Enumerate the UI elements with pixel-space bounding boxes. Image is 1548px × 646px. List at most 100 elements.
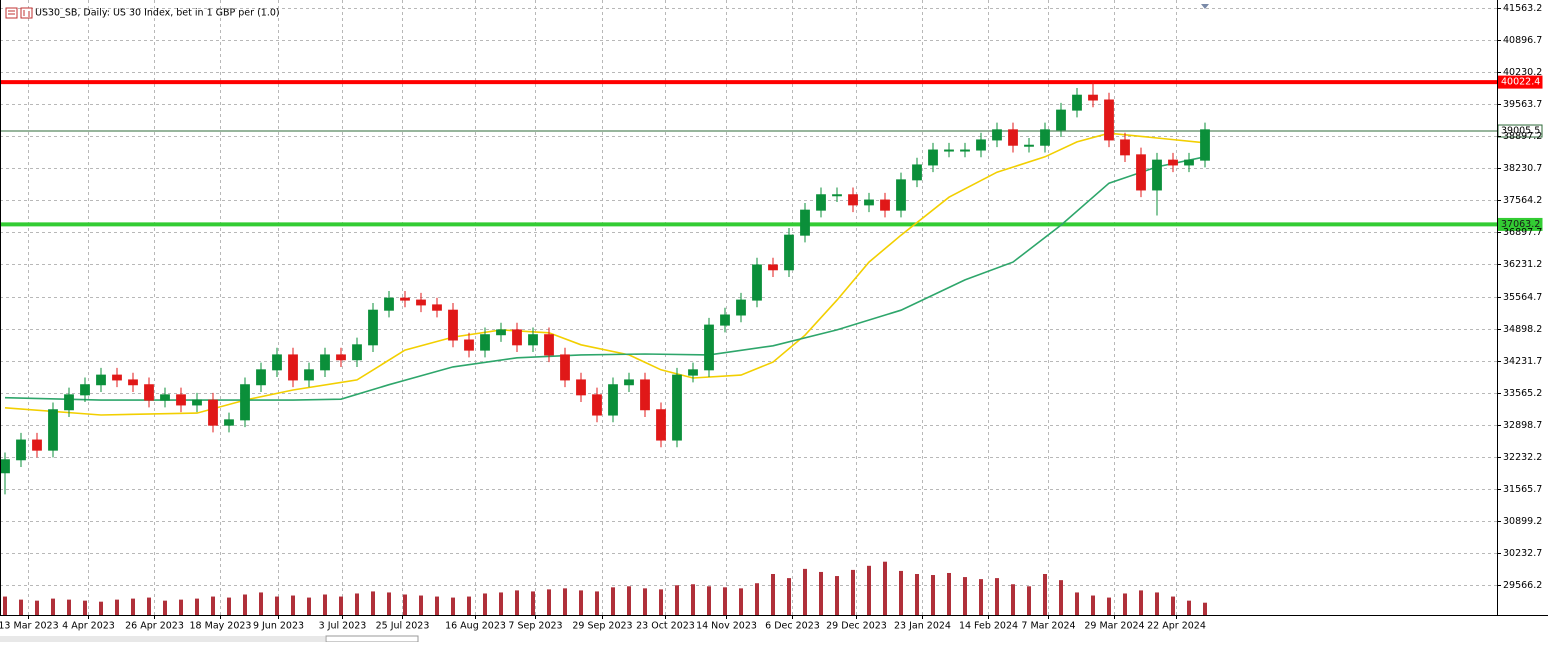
candle-body [768,264,778,271]
volume-bar [323,594,327,615]
volume-bar [547,589,551,615]
y-tick-label: 31565.7 [1503,484,1542,495]
candle-body [144,384,154,401]
candle-body [896,179,906,211]
volume-bar [1059,580,1063,615]
candle-body [16,439,26,461]
y-tick-label: 34898.2 [1503,324,1542,335]
volume-bar [51,598,55,615]
volume-bar [371,591,375,615]
volume-bar [979,579,983,615]
candle-body [96,374,106,386]
y-tick-label: 36231.2 [1503,259,1542,270]
candle-body [592,394,602,416]
volume-bar [1011,584,1015,615]
candle-body [720,314,730,326]
y-tick-label: 34231.7 [1503,356,1542,367]
candle-body [288,354,298,381]
x-tick-label: 7 Mar 2024 [1021,621,1075,632]
candle-body [608,384,618,416]
candle-body [208,399,218,426]
y-tick-label: 37564.2 [1503,195,1542,206]
tab[interactable] [0,636,325,642]
candle-body [80,384,90,396]
candle-body [928,149,938,166]
volume-bar [83,600,87,615]
candle-body [1184,159,1194,166]
volume-bar [483,593,487,615]
candle-body [336,354,346,361]
candles [0,81,1210,495]
volume-bar [1203,602,1207,615]
volume-bar [1075,592,1079,615]
volume-bar [595,591,599,615]
y-tick-label: 38897.2 [1503,131,1542,142]
tab[interactable] [325,635,419,643]
volume-bar [643,588,647,615]
candle-body [48,409,58,451]
candle-body [256,369,266,386]
candle-body [1008,129,1018,146]
candle-body [368,309,378,346]
volume-bar [1027,586,1031,615]
volume-bar [931,575,935,615]
volume-bar [99,601,103,615]
x-tick-label: 7 Sep 2023 [508,621,562,632]
candle-body [800,209,810,236]
volume-bar [1139,590,1143,615]
candle-body [464,339,474,351]
title-bar: US30_SB, Daily: US 30 Index, bet in 1 GB… [5,7,280,19]
candle-body [864,199,874,206]
x-tick-label: 29 Sep 2023 [572,621,632,632]
chart-title: US30_SB, Daily: US 30 Index, bet in 1 GB… [35,8,280,19]
candle-body [1200,129,1210,161]
volume-bar [1155,592,1159,615]
candle-body [192,399,202,406]
volume-bar [1091,595,1095,615]
volume-bar [35,600,39,615]
candle-body [1088,94,1098,101]
volume-bar [755,583,759,615]
volume-bar [723,587,727,615]
candle-body [784,234,794,271]
y-tick-label: 32898.7 [1503,420,1542,431]
volume-bar [691,584,695,615]
volume-bar [963,577,967,615]
candle-body [64,394,74,411]
volume-bar [467,596,471,615]
candle-body [512,329,522,346]
volume-bar [531,591,535,615]
candle-body [1056,109,1066,131]
menu-icon[interactable] [5,7,18,19]
volume-bar [499,592,503,615]
volume-bar [355,593,359,615]
candle-body [384,297,394,311]
volume-bar [339,596,343,615]
volume-bar [243,594,247,615]
candle-body [272,354,282,371]
candle-body [1040,129,1050,146]
shift-marker[interactable] [1201,4,1209,9]
x-tick-label: 14 Feb 2024 [959,621,1018,632]
candle-body [432,304,442,311]
volume-bar [1171,596,1175,615]
candle-body [816,194,826,211]
volume-bar [19,599,23,615]
candle-body [1104,99,1114,141]
x-tick-label: 14 Nov 2023 [696,621,757,632]
grid [0,0,1497,615]
candle-body [752,264,762,301]
x-tick-label: 23 Jan 2024 [894,621,951,632]
volume-bar [995,578,999,615]
y-tick-label: 41563.2 [1503,3,1542,14]
candle-body [1136,154,1146,191]
chart-icon[interactable] [20,7,33,19]
candle-body [112,374,122,381]
candle-body [544,334,554,356]
x-tick-label: 3 Jul 2023 [319,621,367,632]
candle-body [320,354,330,371]
candle-body [1024,144,1034,147]
volume-bar [403,594,407,615]
volume-bar [3,596,7,615]
